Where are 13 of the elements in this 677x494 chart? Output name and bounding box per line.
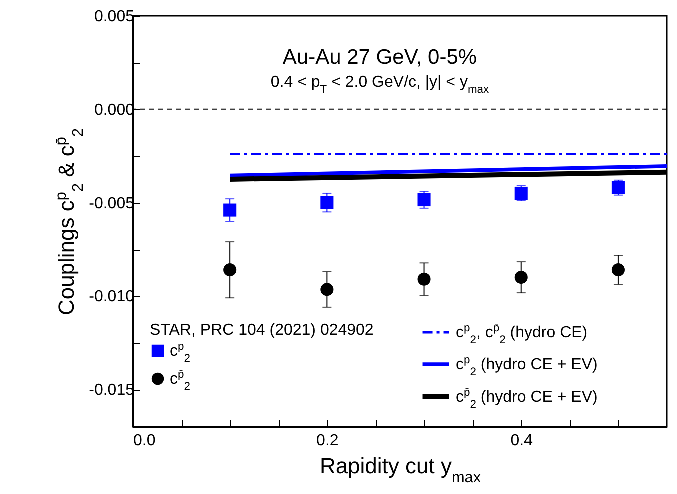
text: 0.4 < p$_{T}$ < 2.0 GeV/c, |y| < y$_{max}$	[270, 74, 490, 96]
x-axis-title: Rapidity cut y$_{max}$	[320, 454, 482, 486]
legend-label: c$^{p}$$_{2}$, c$^{p̄}$$_{2}$ (hydro CE)	[456, 322, 588, 346]
y-tick-label: 0.005	[94, 8, 135, 26]
text: Au-Au 27 GeV, 0-5%	[282, 46, 478, 69]
legend-label: c$^{p̄}$$_{2}$ (hydro CE + EV)	[456, 387, 598, 411]
x-tick-label: 0.0	[134, 432, 156, 450]
legend-title: STAR, PRC 104 (2021) 024902	[150, 322, 374, 339]
y-tick-label: -0.015	[89, 382, 135, 400]
y-tick-label: -0.005	[89, 195, 135, 212]
legend-label: c$^{p}$$_{2}$ (hydro CE + EV)	[456, 354, 598, 378]
x-tick-label: 0.4	[510, 432, 534, 450]
x-tick-label: 0.2	[316, 432, 339, 450]
